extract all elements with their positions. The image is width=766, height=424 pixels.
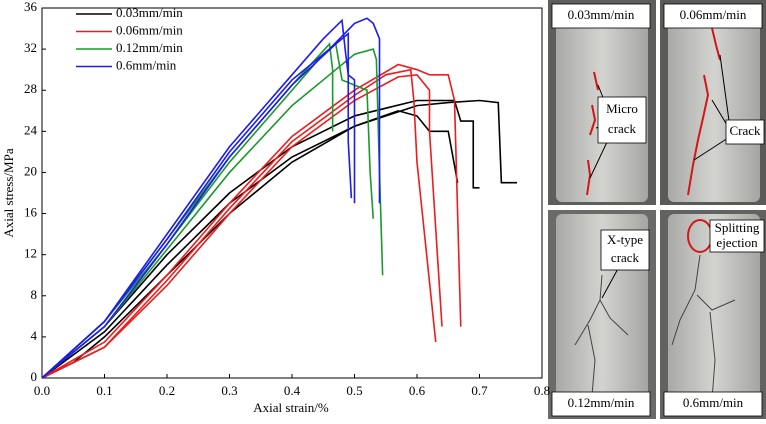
annotation: X-type: [607, 232, 643, 247]
photo-label: 0.06mm/min: [680, 7, 747, 22]
curve: [41, 73, 443, 379]
x-tick-label: 0.2: [159, 383, 175, 398]
annotation: Micro: [606, 101, 638, 116]
y-tick-label: 20: [24, 163, 37, 178]
curve: [41, 99, 517, 379]
y-tick-label: 36: [24, 0, 38, 14]
photo-label: 0.03mm/min: [568, 7, 635, 22]
annotation: crack: [608, 121, 637, 136]
annotation: Crack: [729, 123, 761, 138]
annotation: ejection: [716, 235, 758, 250]
photo-panels: 0.03mm/min 0.06mm/min 0.12mm/min 0.6mm/m…: [548, 0, 766, 419]
photo-label: 0.12mm/min: [568, 395, 635, 410]
label-boxes: [551, 3, 765, 417]
annotation: crack: [611, 250, 640, 265]
legend-label: 0.6mm/min: [116, 57, 177, 72]
legend-label: 0.06mm/min: [116, 22, 183, 37]
x-tick-label: 0.8: [534, 383, 550, 398]
y-tick-label: 32: [24, 40, 37, 55]
x-tick-label: 0.4: [284, 383, 301, 398]
x-tick-label: 0.3: [221, 383, 237, 398]
curve: [41, 48, 384, 379]
y-tick-label: 16: [24, 205, 38, 220]
crack-lines: [574, 254, 736, 401]
y-tick-label: 0: [31, 369, 38, 384]
curve: [41, 68, 437, 379]
legend-label: 0.12mm/min: [116, 40, 183, 55]
curve: [41, 99, 480, 379]
x-axis-label: Axial strain/%: [253, 400, 329, 415]
y-axis-label: Axial stress/MPa: [1, 148, 16, 237]
x-tick-label: 0.7: [471, 383, 488, 398]
x-tick-label: 0.5: [346, 383, 362, 398]
x-tick-label: 0.6: [409, 383, 426, 398]
specimen: [668, 214, 760, 414]
y-tick-label: 12: [24, 246, 37, 261]
annotation: Splitting: [715, 220, 760, 235]
curve: [41, 42, 375, 379]
y-tick-label: 8: [31, 287, 38, 302]
curve: [41, 17, 381, 379]
x-tick-label: 0.0: [34, 383, 50, 398]
legend-label: 0.03mm/min: [116, 5, 183, 20]
curve: [41, 18, 356, 379]
y-tick-label: 28: [24, 81, 37, 96]
y-tick-label: 4: [31, 328, 38, 343]
x-tick-label: 0.1: [96, 383, 112, 398]
photo-label: 0.6mm/min: [683, 395, 744, 410]
curve: [41, 31, 353, 379]
specimen: [668, 12, 760, 202]
y-tick-label: 24: [24, 122, 38, 137]
